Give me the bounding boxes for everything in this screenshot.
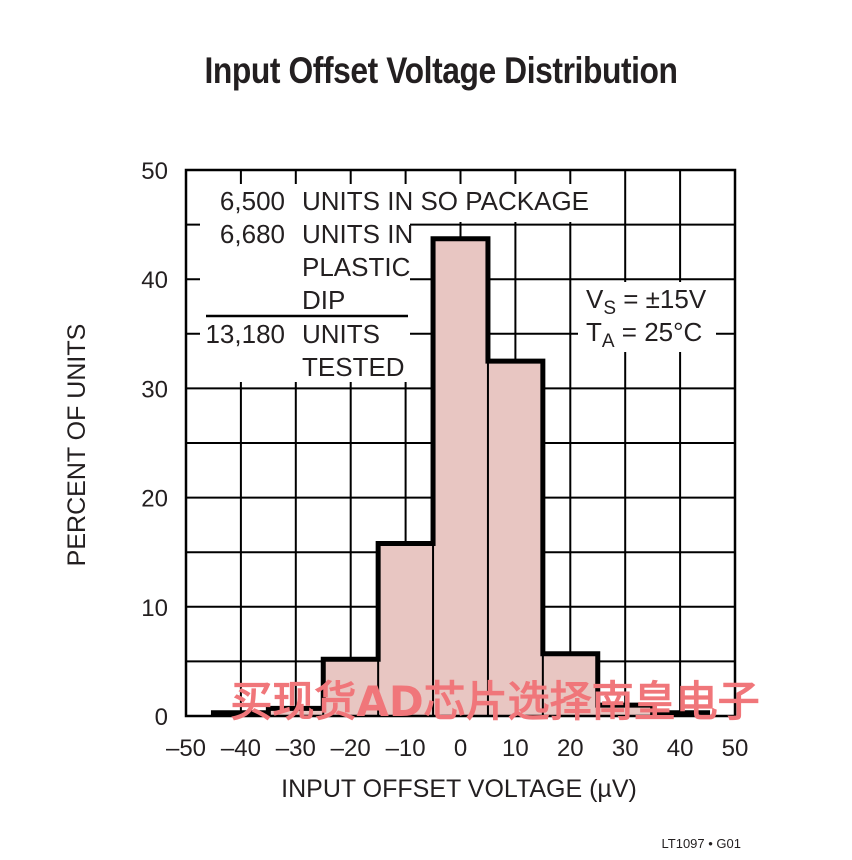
units-count: 6,500 bbox=[220, 186, 285, 216]
watermark-text: 买现货AD芯片选择南皇电子 bbox=[230, 677, 759, 726]
conditions-note-background bbox=[578, 282, 716, 352]
tick-labels: –50 –40 –30 –20 –10 0 10 20 30 40 50 0 10 20 30 40 50 bbox=[141, 158, 748, 762]
units-text: TESTED bbox=[302, 352, 405, 382]
x-tick-label: –10 bbox=[386, 735, 426, 762]
histogram-bars bbox=[210, 236, 711, 716]
units-count: 6,680 bbox=[220, 219, 285, 249]
supply-voltage-note: VS = ±15V bbox=[586, 284, 707, 319]
x-axis-label: INPUT OFFSET VOLTAGE (µV) bbox=[281, 775, 637, 803]
y-tick-label: 10 bbox=[141, 595, 168, 622]
units-count: 13,180 bbox=[205, 319, 285, 349]
x-tick-label: –30 bbox=[276, 735, 316, 762]
plot-frame bbox=[184, 168, 737, 718]
histogram-bar bbox=[542, 653, 598, 716]
x-tick-label: 0 bbox=[454, 735, 467, 762]
histogram-bar bbox=[378, 543, 434, 716]
y-axis-label: PERCENT OF UNITS bbox=[63, 324, 91, 567]
x-tick-label: 40 bbox=[667, 735, 694, 762]
plot-border bbox=[184, 168, 737, 718]
histogram-bar bbox=[268, 708, 324, 716]
annotation-labels: 6,500 UNITS IN SO PACKAGE 6,680 UNITS INPLA… bbox=[200, 184, 716, 382]
y-tick-label: 30 bbox=[141, 376, 168, 403]
y-tick-label: 40 bbox=[141, 267, 168, 294]
units-note-background-lower bbox=[200, 222, 410, 382]
x-tick-label: –50 bbox=[166, 735, 206, 762]
chart-title: Input Offset Voltage Distribution bbox=[204, 50, 678, 91]
x-tick-label: –40 bbox=[221, 735, 261, 762]
temperature-note: TA = 25°C bbox=[586, 317, 702, 352]
x-tick-label: –20 bbox=[331, 735, 371, 762]
x-tick-label: 10 bbox=[502, 735, 529, 762]
histogram-bar bbox=[323, 659, 379, 716]
units-text: DIP bbox=[302, 285, 345, 315]
units-text: UNITS IN SO PACKAGE bbox=[302, 186, 589, 216]
x-tick-label: 50 bbox=[722, 735, 749, 762]
y-tick-label: 20 bbox=[141, 486, 168, 513]
histogram-bar bbox=[433, 238, 488, 716]
units-text: UNITS IN bbox=[302, 219, 413, 249]
x-tick-label: 30 bbox=[612, 735, 639, 762]
units-note-background bbox=[200, 184, 576, 222]
y-tick-label: 50 bbox=[141, 158, 168, 185]
histogram-bar bbox=[597, 705, 653, 716]
x-tick-label: 20 bbox=[557, 735, 584, 762]
histogram-bar bbox=[487, 361, 543, 716]
units-text: PLASTIC bbox=[302, 252, 410, 282]
figure-code: LT1097 • G01 bbox=[662, 836, 741, 851]
histogram-outline bbox=[210, 236, 711, 716]
units-text: UNITS bbox=[302, 319, 380, 349]
y-tick-label: 0 bbox=[155, 704, 168, 731]
